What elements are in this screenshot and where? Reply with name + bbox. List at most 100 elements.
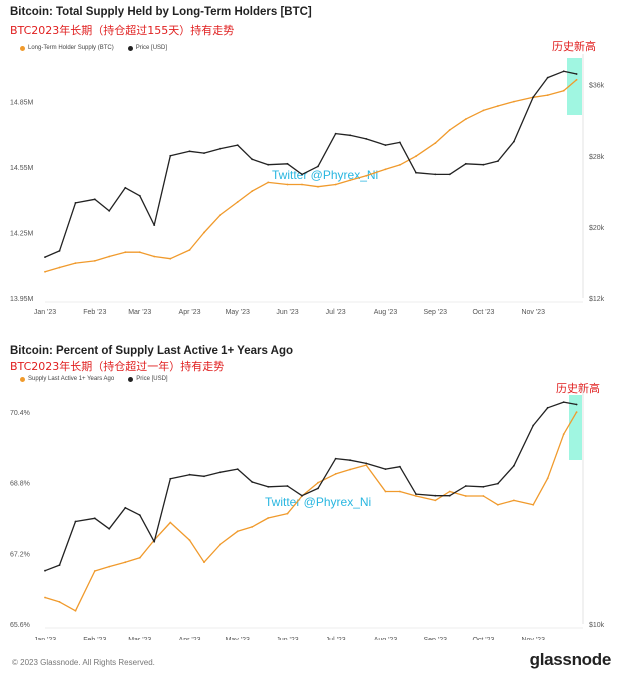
x-tick-label: Sep '23 [423, 309, 447, 316]
chart-2-title: Bitcoin: Percent of Supply Last Active 1… [10, 345, 294, 357]
x-tick-label: Mar '23 [128, 637, 151, 640]
highlight-box [569, 395, 582, 460]
price-data-point [188, 150, 191, 153]
price-data-point [365, 138, 368, 140]
chart-2-plot: 65.6% 67.2% 68.8% 70.4% $10k Jan '23 Feb '23 Ma… [10, 386, 605, 640]
glassnode-logo: glassnode [529, 650, 612, 669]
y-left-tick-label: 14.55M [10, 165, 34, 172]
supply-data-point [169, 521, 172, 524]
supply-data-point [236, 530, 239, 533]
x-tick-label: Nov '23 [521, 309, 545, 316]
y-left-tick-label: 67.2% [10, 551, 30, 558]
price-data-point [482, 485, 485, 488]
supply-data-point [546, 477, 549, 480]
price-data-point [546, 406, 549, 409]
supply-data-point [93, 570, 96, 572]
chart-2-annotation: 历史新高 [556, 382, 600, 395]
supply-data-point [546, 94, 549, 96]
supply-data-point [317, 185, 319, 188]
price-data-point [532, 96, 535, 98]
x-tick-label: Aug '23 [374, 309, 398, 316]
price-data-point [301, 173, 303, 176]
supply-data-point [44, 596, 46, 599]
x-tick-label: Oct '23 [472, 637, 494, 640]
y-left-tick-label: 13.95M [10, 296, 34, 303]
supply-data-point [399, 164, 401, 166]
y-left-tick-label: 65.6% [10, 622, 30, 629]
price-data-point [434, 173, 437, 176]
price-data-point [108, 527, 111, 530]
legend-label-price-2: Price [USD] [136, 376, 168, 382]
x-tick-label: Oct '23 [472, 309, 494, 316]
legend-item-supply-2: Supply Last Active 1+ Years Ago [20, 376, 114, 382]
supply-data-point [203, 561, 205, 564]
price-data-point [74, 202, 77, 204]
x-tick-label: Jul '23 [326, 309, 346, 316]
price-data-point [93, 517, 96, 520]
price-data-point [399, 141, 401, 144]
price-data-point [334, 132, 337, 135]
supply-data-point [399, 490, 401, 493]
supply-data-point [464, 118, 467, 120]
price-data-point [236, 468, 239, 470]
supply-data-point [562, 89, 565, 92]
legend-item-price: Price [USD] [127, 45, 167, 51]
price-data-point [188, 473, 191, 476]
price-data-point [124, 186, 127, 189]
supply-data-point [301, 183, 303, 186]
supply-data-point [365, 464, 368, 466]
price-data-point [58, 564, 61, 566]
y-left-tick-label: 68.8% [10, 481, 30, 488]
supply-data-point [349, 468, 351, 471]
supply-data-point [236, 201, 239, 203]
x-tick-label: Apr '23 [179, 309, 201, 316]
supply-data-point [153, 255, 156, 258]
supply-data-point [562, 433, 565, 436]
price-data-point [448, 173, 451, 176]
price-data-point [74, 520, 77, 523]
supply-data-point [513, 499, 515, 502]
x-tick-label: Feb '23 [83, 637, 106, 640]
chart-1-subtitle: BTC2023年长期（持仓超过155天）持有走势 [10, 24, 235, 37]
price-data-point [44, 569, 46, 572]
y-left-tick-label: 14.85M [10, 100, 34, 107]
price-data-point [546, 76, 549, 79]
supply-data-point [267, 517, 270, 519]
price-data-point [497, 160, 499, 163]
supply-data-point [124, 251, 127, 254]
supply-data-point [349, 179, 351, 182]
supply-data-point [138, 251, 141, 254]
y-right-tick-label: $28k [589, 154, 605, 161]
supply-data-point [188, 249, 191, 251]
supply-data-point [415, 495, 417, 497]
price-data-point [153, 224, 156, 227]
supply-data-point [448, 129, 451, 131]
chart-1-title: Bitcoin: Total Supply Held by Long-Term … [10, 6, 312, 18]
price-data-point [58, 250, 61, 252]
y-left-tick-label: 14.25M [10, 231, 34, 238]
x-tick-label: Jun '23 [276, 637, 298, 640]
price-data-point [365, 462, 368, 465]
price-data-point [124, 506, 127, 509]
price-data-point [251, 481, 254, 483]
supply-data-point [286, 183, 289, 186]
x-tick-label: Jan '23 [34, 637, 56, 640]
price-data-point [575, 73, 578, 75]
legend-dot-price-2 [128, 376, 134, 382]
price-data-point [138, 514, 141, 516]
supply-series-line [44, 411, 578, 612]
supply-data-point [58, 601, 61, 603]
price-data-point [169, 154, 172, 157]
supply-data-point [497, 105, 499, 107]
supply-data-point [74, 262, 77, 264]
price-data-point [513, 464, 515, 467]
chart-1-plot: 13.95M 14.25M 14.55M 14.85M $12k $20k $28k $36k… [10, 54, 605, 316]
price-data-point [399, 465, 401, 468]
supply-data-point [93, 260, 96, 262]
price-data-point [384, 468, 387, 470]
legend-dot-price [127, 45, 133, 51]
price-data-point [575, 403, 578, 406]
price-data-point [108, 210, 111, 212]
legend-dot-supply [20, 45, 25, 51]
supply-data-point [497, 503, 499, 506]
